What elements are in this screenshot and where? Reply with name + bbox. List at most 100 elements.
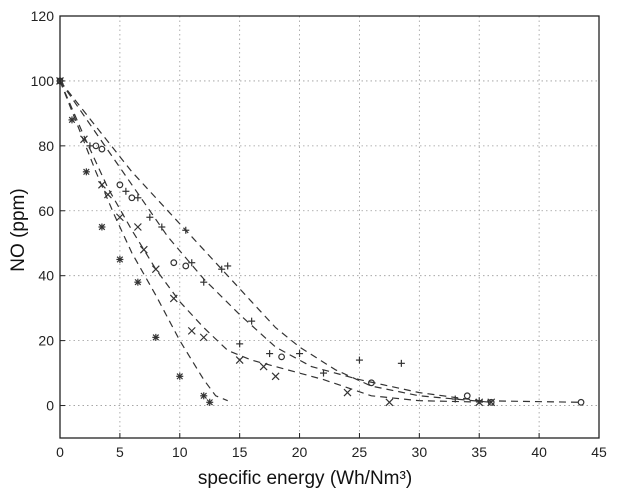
data-point-plus xyxy=(86,142,94,150)
circle-marker xyxy=(487,398,495,406)
marker-stroke xyxy=(116,256,124,263)
marker-stroke xyxy=(169,294,178,303)
marker-stroke xyxy=(115,213,124,222)
data-point-star xyxy=(152,333,160,341)
x-tick-label: 5 xyxy=(116,444,124,460)
circle-marker xyxy=(98,145,106,153)
marker-stroke xyxy=(98,223,106,231)
data-point-plus xyxy=(134,194,142,202)
data-point-star xyxy=(176,372,184,380)
marker-stroke xyxy=(271,372,280,381)
data-point-star xyxy=(116,255,124,263)
marker-stroke xyxy=(134,278,142,286)
data-point-x xyxy=(80,135,88,144)
data-point-plus xyxy=(320,369,328,377)
data-point-circle xyxy=(487,398,495,406)
fit-curve-star xyxy=(59,80,228,402)
data-point-circle xyxy=(463,392,471,400)
data-point-plus xyxy=(236,340,244,348)
marker-stroke xyxy=(176,373,184,380)
data-point-plus xyxy=(188,259,196,267)
data-point-star xyxy=(134,278,142,286)
circle-marker xyxy=(170,259,178,267)
data-point-x xyxy=(187,326,196,335)
y-tick-label: 120 xyxy=(31,8,55,24)
y-tick-label: 20 xyxy=(38,333,54,349)
marker-stroke xyxy=(152,334,160,341)
data-point-x xyxy=(115,213,124,222)
data-point-star xyxy=(98,223,106,231)
data-point-star xyxy=(68,116,76,124)
data-point-circle xyxy=(278,353,285,361)
data-point-x xyxy=(139,245,148,254)
data-point-plus xyxy=(475,397,483,405)
y-tick-label: 40 xyxy=(38,268,54,284)
fit-curve-plus xyxy=(59,80,492,403)
marker-stroke xyxy=(235,356,244,365)
marker-stroke xyxy=(259,362,268,371)
x-tick-label: 10 xyxy=(172,444,188,460)
data-point-x xyxy=(169,294,178,303)
data-point-star xyxy=(82,168,90,176)
x-tick-label: 0 xyxy=(56,444,64,460)
data-point-x xyxy=(259,362,268,371)
y-tick-label: 100 xyxy=(31,73,55,89)
x-tick-labels: 0 5 10 15 20 25 30 35 40 45 xyxy=(56,444,607,460)
marker-stroke xyxy=(139,245,148,254)
data-point-x xyxy=(133,223,142,231)
circle-marker xyxy=(463,392,471,400)
circle-marker xyxy=(182,262,190,270)
y-tick-label: 60 xyxy=(38,203,54,219)
data-point-x xyxy=(199,333,208,342)
data-point-star xyxy=(200,392,208,400)
marker-stroke xyxy=(200,392,207,400)
data-point-plus xyxy=(122,187,130,195)
marker-stroke xyxy=(133,223,142,231)
x-tick-label: 15 xyxy=(232,444,248,460)
data-point-circle xyxy=(577,398,585,406)
data-point-circle xyxy=(368,379,375,387)
marker-stroke xyxy=(103,190,112,199)
y-axis-label: NO (ppm) xyxy=(8,188,29,271)
fit-curve-x xyxy=(59,80,492,403)
x-tick-label: 25 xyxy=(352,444,368,460)
data-point-circle xyxy=(170,259,178,267)
circle-marker xyxy=(577,398,585,406)
y-tick-label: 0 xyxy=(46,398,54,414)
y-tick-label: 80 xyxy=(38,138,54,154)
data-point-x xyxy=(235,356,244,365)
data-point-plus xyxy=(397,359,405,367)
data-point-plus xyxy=(248,317,256,325)
marker-stroke xyxy=(80,135,88,144)
plot-frame xyxy=(59,15,600,439)
data-point-circle xyxy=(116,181,124,189)
data-point-circle xyxy=(98,145,106,153)
marker-stroke xyxy=(68,116,76,124)
data-point-plus xyxy=(200,278,208,286)
marker-stroke xyxy=(187,326,196,335)
data-point-x xyxy=(271,372,280,381)
data-point-plus xyxy=(146,213,154,221)
x-tick-label: 45 xyxy=(591,444,607,460)
circle-marker xyxy=(278,353,285,361)
data-point-star xyxy=(206,398,214,406)
fit-curve-circle xyxy=(59,80,582,403)
data-point-plus xyxy=(296,350,304,358)
data-point-circle xyxy=(182,262,190,270)
y-tick-labels: 0 20 40 60 80 100 120 xyxy=(31,8,55,414)
data-point-plus xyxy=(355,356,363,364)
data-point-plus xyxy=(451,395,459,403)
marker-stroke xyxy=(199,333,208,342)
data-point-plus xyxy=(266,350,274,358)
data-point-x xyxy=(385,398,394,407)
data-point-x xyxy=(151,265,160,274)
data-markers xyxy=(56,76,585,407)
data-point-plus xyxy=(158,223,166,231)
data-point-x xyxy=(97,180,106,189)
marker-stroke xyxy=(97,180,106,189)
data-point-plus xyxy=(182,226,190,234)
x-tick-label: 35 xyxy=(471,444,487,460)
fit-curves xyxy=(59,80,582,403)
